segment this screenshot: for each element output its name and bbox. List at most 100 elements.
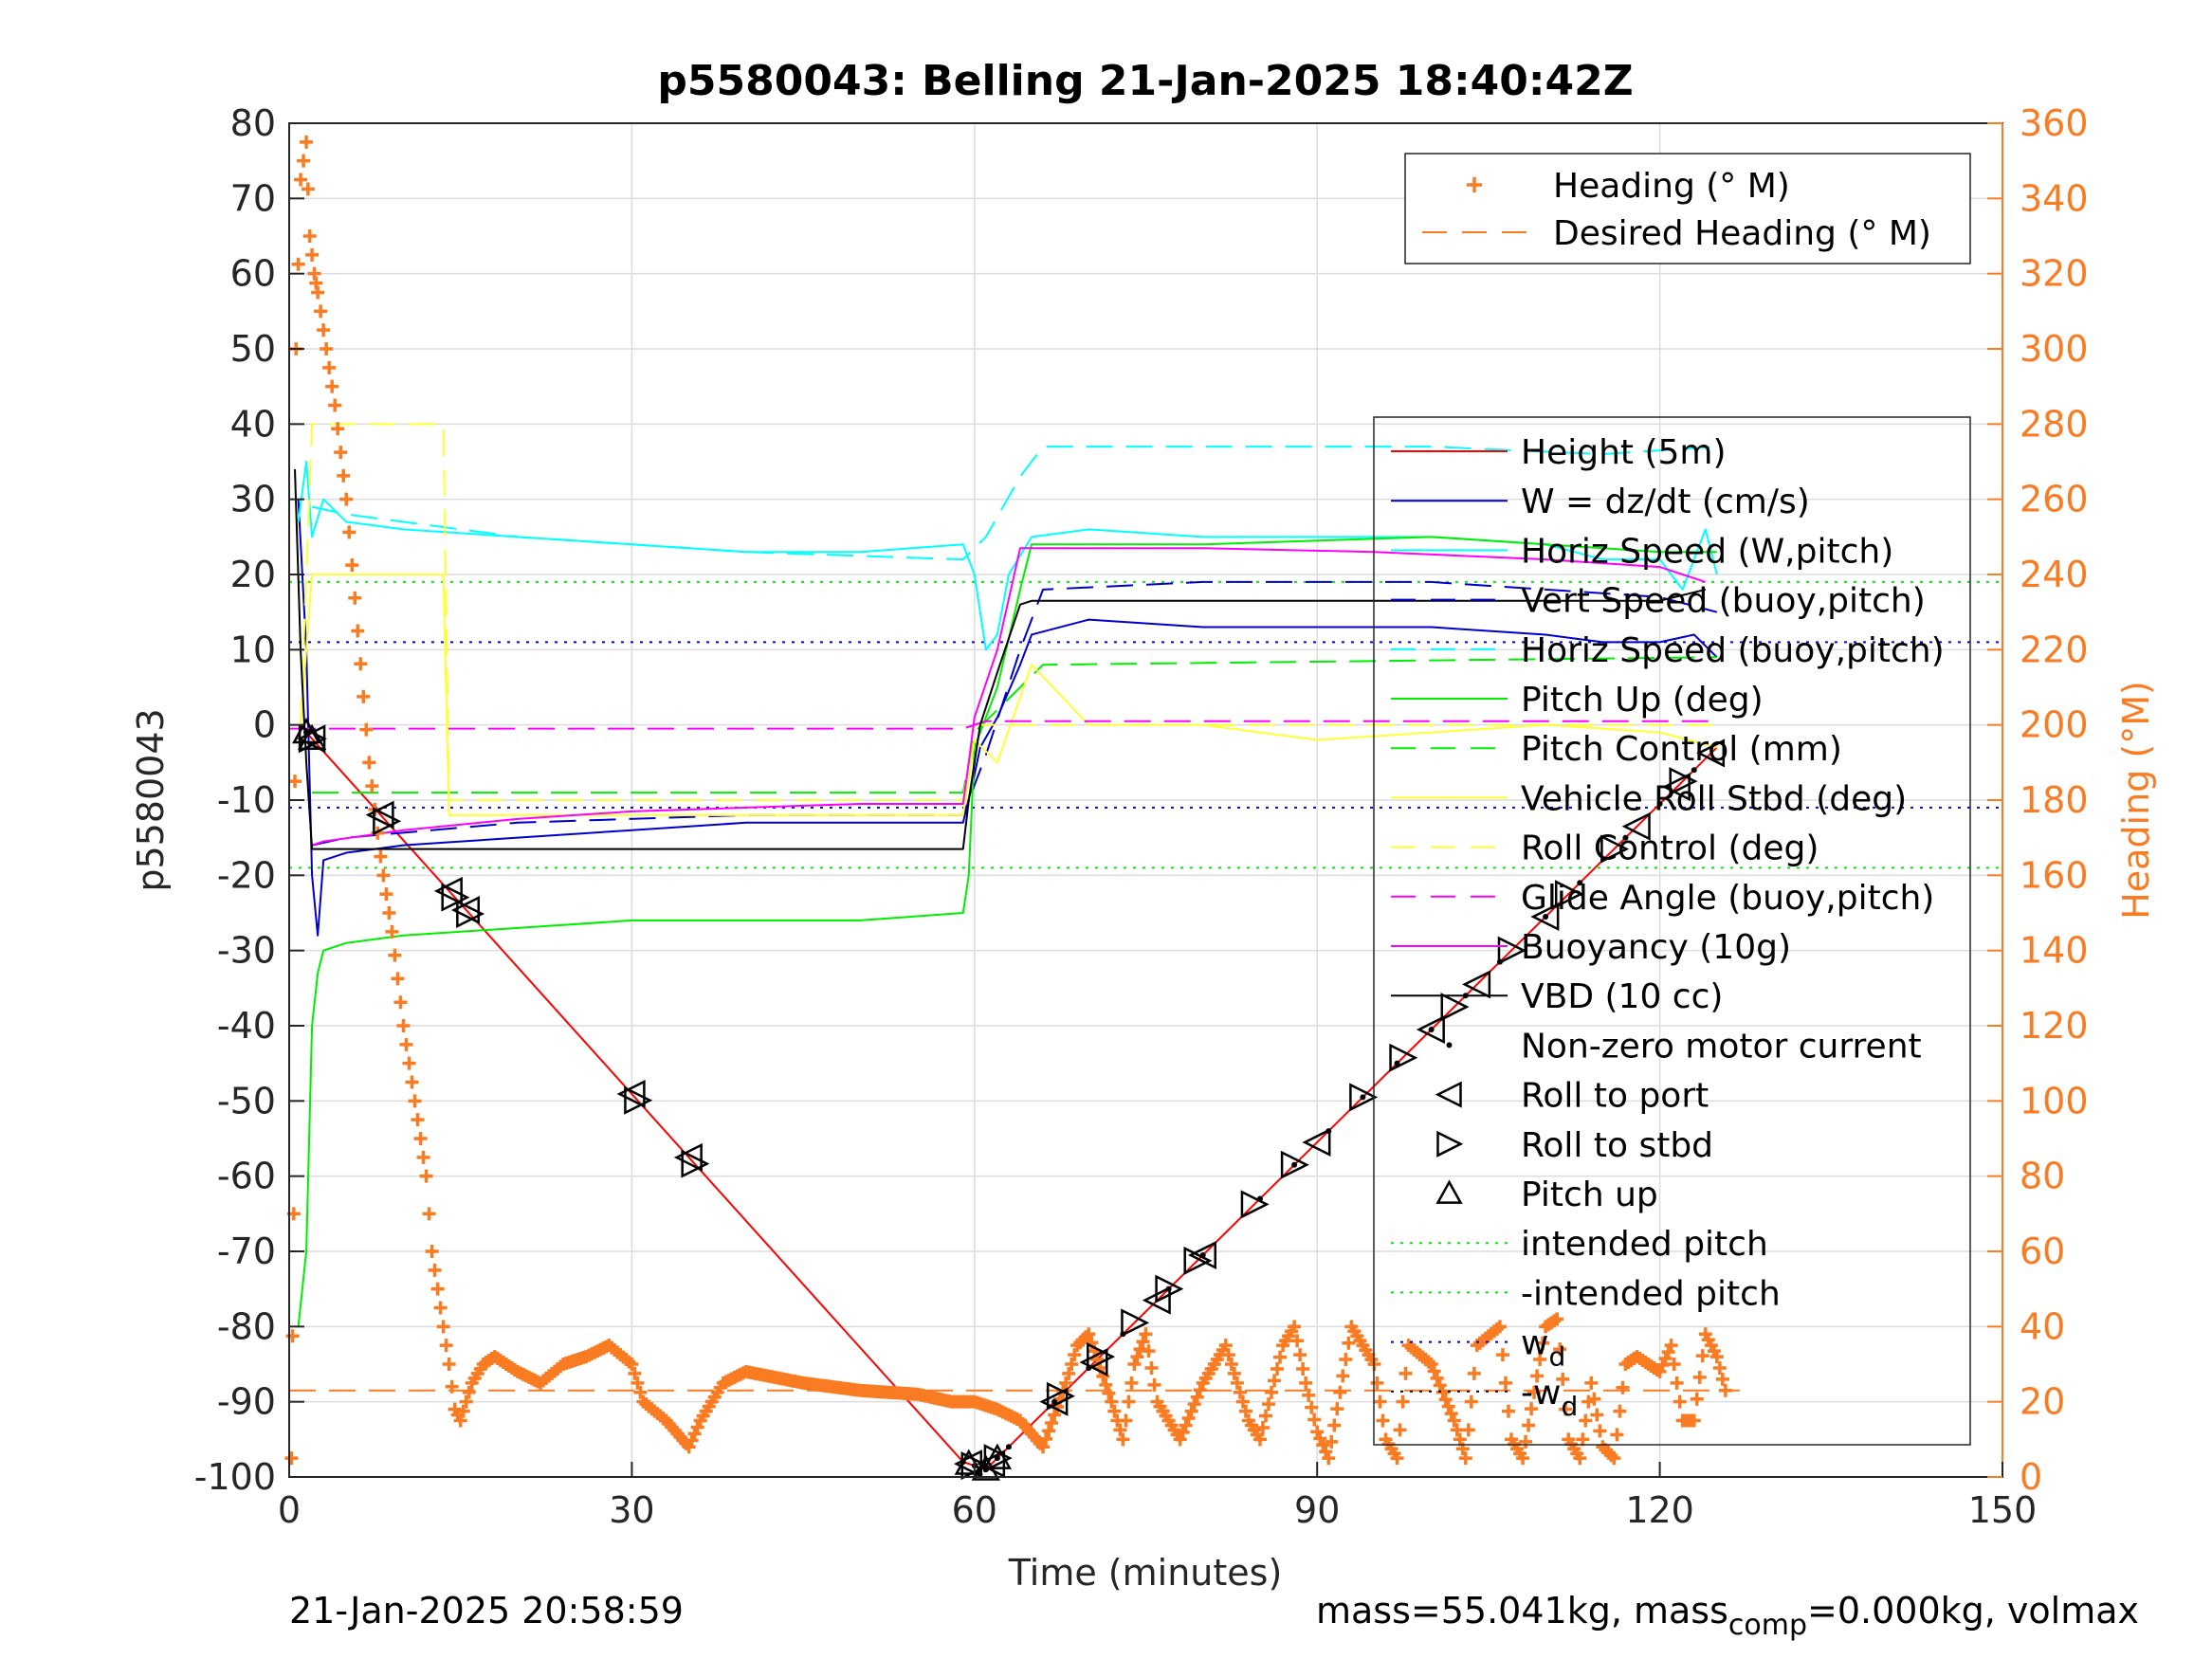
- heading-point: [1467, 1366, 1481, 1380]
- legend-main-label-buoyancy-10g: Buoyancy (10g): [1521, 928, 1791, 967]
- heading-point: [1179, 1418, 1193, 1432]
- roll-to-port-marker: [1187, 1240, 1216, 1269]
- heading-point: [1265, 1385, 1279, 1399]
- heading-point: [1715, 1372, 1729, 1386]
- heading-point: [631, 1376, 645, 1390]
- heading-point: [1690, 1392, 1704, 1406]
- heading-point: [1453, 1432, 1467, 1447]
- heading-point: [439, 1339, 453, 1353]
- heading-point: [1450, 1423, 1464, 1437]
- heading-point: [1501, 1404, 1515, 1418]
- heading-point: [1099, 1377, 1113, 1392]
- heading-point: [1464, 1395, 1478, 1409]
- heading-point: [311, 285, 325, 300]
- legend-main-label-roll-to-port: Roll to port: [1521, 1077, 1709, 1116]
- y-tick-label-left: 40: [230, 403, 276, 445]
- heading-point: [1045, 1415, 1059, 1430]
- y-tick-label-right: 140: [2020, 930, 2089, 972]
- roll-to-port-marker: [365, 800, 394, 830]
- roll-to-stbd-marker: [1554, 880, 1584, 909]
- roll-to-port-marker: [1621, 811, 1651, 841]
- heading-point: [356, 689, 371, 703]
- heading-point: [334, 446, 348, 460]
- heading-point: [1124, 1376, 1139, 1390]
- heading-point: [1427, 1364, 1441, 1378]
- y-tick-label-left: 70: [230, 177, 276, 219]
- series-pitch-up-deg: [297, 536, 1717, 1327]
- roll-to-port-marker: [1302, 1127, 1331, 1157]
- heading-point: [1307, 1413, 1322, 1427]
- heading-point: [294, 173, 308, 187]
- legend-main-label-horiz-speed-buoy-pitch: Horiz Speed (buoy,pitch): [1521, 631, 1945, 670]
- roll-to-stbd-marker: [456, 899, 485, 929]
- heading-point: [453, 1413, 467, 1428]
- heading-point: [1430, 1371, 1444, 1385]
- legend-main-label-wd: -wd: [1521, 1374, 1578, 1422]
- heading-point: [416, 1150, 430, 1164]
- tick-layer: 0 30 60 90 120 15080706050403020100-10-20-30-…: [194, 102, 2089, 1531]
- heading-point: [1447, 1413, 1461, 1428]
- heading-point: [1305, 1400, 1319, 1414]
- legend-triangle-glyph: [1435, 1081, 1462, 1108]
- x-tick-label: 90: [1294, 1489, 1340, 1531]
- heading-point: [1673, 1395, 1687, 1409]
- motor-current-point: [1291, 1161, 1298, 1168]
- heading-point: [1370, 1376, 1384, 1390]
- heading-point: [1193, 1383, 1207, 1397]
- roll-to-stbd-marker: [1121, 1308, 1150, 1338]
- heading-point: [1113, 1423, 1127, 1437]
- heading-point: [633, 1385, 648, 1399]
- y-tick-label-left: 30: [230, 479, 276, 520]
- footer-mass-text-a: mass=55.041kg, mass: [1316, 1590, 1728, 1632]
- pitch-up-marker: [982, 1443, 1013, 1469]
- heading-point: [362, 756, 376, 770]
- footer-mass-text-b: =0.000kg, volmax: [1807, 1590, 2139, 1632]
- heading-point: [1184, 1404, 1198, 1418]
- heading-point: [342, 525, 356, 539]
- heading-point: [1553, 1342, 1567, 1357]
- heading-point: [305, 247, 320, 262]
- heading-point: [1461, 1423, 1475, 1437]
- heading-point: [1519, 1434, 1533, 1449]
- legend-main-label-pitch-up: Pitch up: [1521, 1176, 1658, 1214]
- heading-point: [1235, 1395, 1250, 1409]
- roll-to-port-marker: [673, 1142, 703, 1172]
- heading-point: [1610, 1428, 1624, 1442]
- heading-point: [320, 342, 334, 356]
- heading-point: [297, 154, 311, 168]
- heading-point: [1424, 1358, 1438, 1371]
- heading-point: [1327, 1418, 1342, 1432]
- heading-point: [359, 722, 374, 737]
- heading-point: [1224, 1358, 1238, 1371]
- legend-main-label-intended-pitch: intended pitch: [1521, 1225, 1768, 1264]
- legend-main-label-vert-speed-buoy-pitch: Vert Speed (buoy,pitch): [1521, 582, 1926, 621]
- legend-triangle-glyph: [1435, 1179, 1463, 1204]
- y-tick-label-left: 0: [253, 704, 276, 746]
- roll-to-stbd-marker: [1669, 767, 1698, 796]
- roll-to-stbd-marker: [1440, 993, 1470, 1022]
- y-tick-label-right: 20: [2020, 1381, 2065, 1423]
- heading-point: [1176, 1425, 1190, 1439]
- chart-title: p5580043: Belling 21-Jan-2025 18:40:42Z: [657, 57, 1633, 105]
- heading-point: [1398, 1366, 1413, 1380]
- heading-point: [354, 657, 368, 671]
- heading-point: [284, 1451, 299, 1466]
- y-tick-label-left: -90: [217, 1381, 276, 1423]
- roll-to-port-marker: [1661, 773, 1691, 802]
- legend-heading: Heading (° M) Desired Heading (° M): [1404, 153, 1971, 264]
- legend-main-label-intended-pitch: -intended pitch: [1521, 1274, 1781, 1313]
- roll-to-stbd-marker: [1349, 1083, 1379, 1112]
- heading-point: [456, 1404, 470, 1418]
- heading-point: [1687, 1413, 1701, 1428]
- y-tick-label-left: 20: [230, 554, 276, 595]
- footer-mass-subscript: comp: [1728, 1609, 1807, 1642]
- heading-point: [1288, 1320, 1302, 1334]
- y-tick-label-right: 0: [2020, 1456, 2042, 1498]
- heading-point: [1068, 1348, 1082, 1362]
- heading-point: [430, 1282, 445, 1296]
- roll-to-stbd-marker: [1600, 834, 1630, 864]
- roll-to-stbd-marker: [1087, 1342, 1116, 1372]
- legend-main-label-glide-angle-buoy-pitch: Glide Angle (buoy,pitch): [1521, 879, 1934, 918]
- heading-point: [1258, 1409, 1272, 1423]
- heading-point: [376, 868, 391, 883]
